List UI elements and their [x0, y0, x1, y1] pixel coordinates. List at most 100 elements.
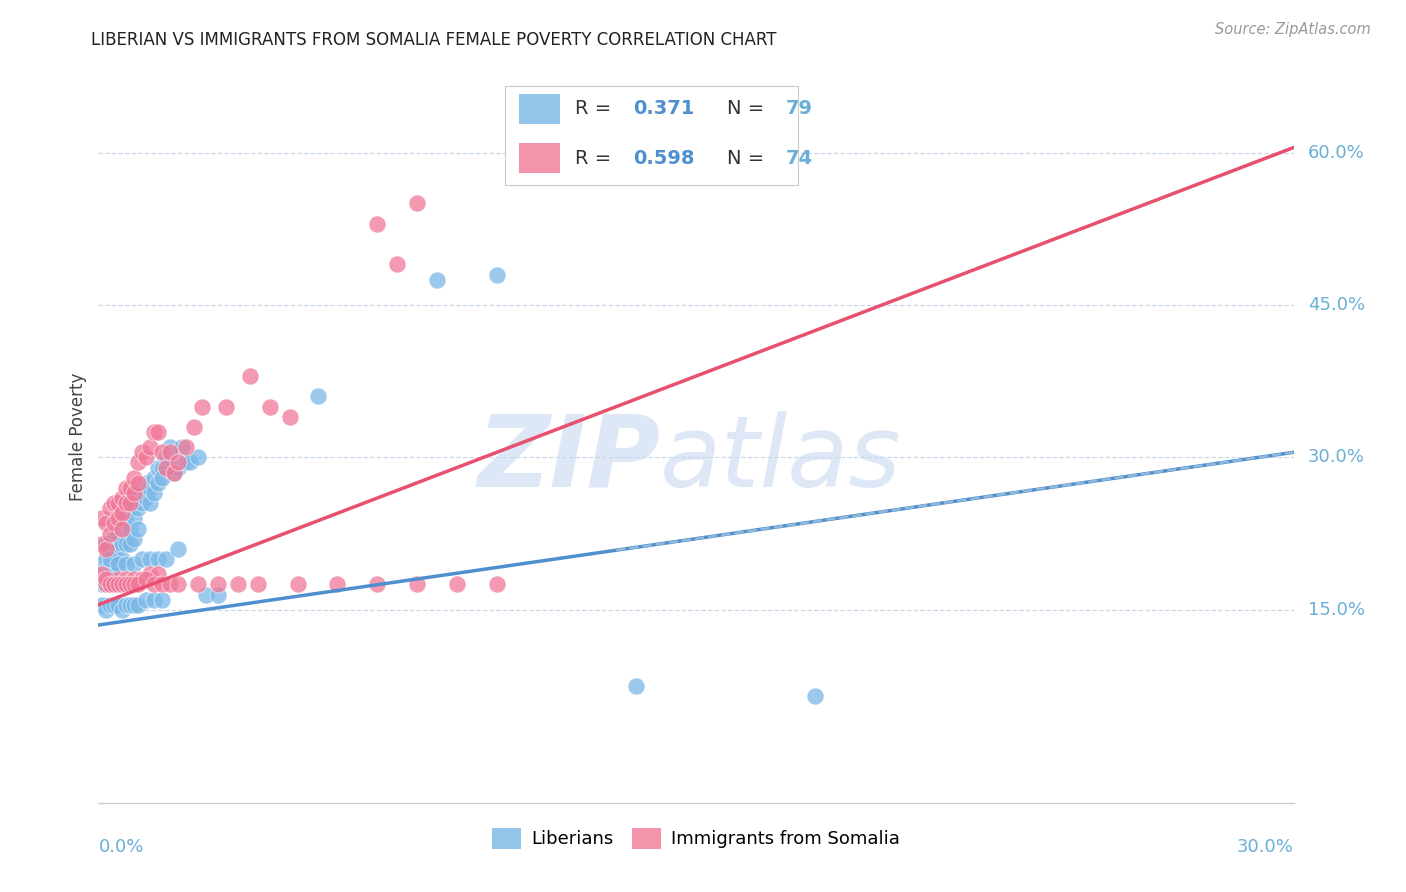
Point — [172, 440, 194, 454]
Point — [155, 450, 177, 465]
Point — [107, 541, 129, 556]
Point — [120, 481, 142, 495]
Point — [183, 420, 205, 434]
Point — [155, 552, 177, 566]
Text: Source: ZipAtlas.com: Source: ZipAtlas.com — [1215, 22, 1371, 37]
Point — [127, 521, 149, 535]
Point — [98, 572, 122, 586]
Point — [98, 552, 122, 566]
Point — [103, 516, 125, 531]
Text: atlas: atlas — [661, 410, 901, 508]
Point — [195, 588, 218, 602]
Point — [124, 496, 146, 510]
Point — [115, 516, 138, 531]
Point — [120, 521, 142, 535]
Point — [366, 217, 388, 231]
Point — [246, 577, 269, 591]
Point — [135, 592, 157, 607]
Point — [103, 532, 125, 546]
Point — [111, 521, 134, 535]
Point — [150, 460, 173, 475]
Point — [91, 577, 114, 591]
Text: 30.0%: 30.0% — [1308, 449, 1365, 467]
Point — [150, 577, 173, 591]
Point — [124, 471, 146, 485]
Point — [115, 537, 138, 551]
Point — [131, 572, 153, 586]
Point — [107, 526, 129, 541]
Point — [103, 541, 125, 556]
Point — [406, 577, 429, 591]
Legend: Liberians, Immigrants from Somalia: Liberians, Immigrants from Somalia — [485, 821, 907, 856]
Point — [159, 445, 181, 459]
Point — [191, 400, 214, 414]
Point — [115, 598, 138, 612]
Point — [115, 572, 138, 586]
Point — [143, 425, 166, 439]
Point — [148, 460, 170, 475]
Point — [127, 577, 149, 591]
Point — [287, 577, 309, 591]
Point — [91, 537, 114, 551]
Point — [139, 440, 162, 454]
Point — [207, 577, 229, 591]
Point — [139, 552, 162, 566]
Point — [107, 557, 129, 571]
Point — [446, 577, 468, 591]
Text: 60.0%: 60.0% — [1308, 144, 1365, 161]
Point — [131, 552, 153, 566]
Point — [135, 572, 157, 586]
Point — [107, 577, 129, 591]
Point — [366, 577, 388, 591]
Point — [120, 496, 142, 510]
Point — [143, 486, 166, 500]
Point — [485, 268, 508, 282]
Point — [174, 455, 197, 469]
Point — [124, 572, 146, 586]
Point — [98, 598, 122, 612]
Point — [174, 440, 197, 454]
Text: ZIP: ZIP — [477, 410, 661, 508]
Point — [111, 577, 134, 591]
Point — [103, 562, 125, 576]
Point — [96, 552, 118, 566]
Point — [278, 409, 301, 424]
Point — [124, 532, 146, 546]
Point — [124, 577, 146, 591]
Point — [135, 450, 157, 465]
Point — [127, 455, 149, 469]
Point — [111, 552, 134, 566]
Point — [124, 486, 146, 500]
Point — [148, 567, 170, 582]
Point — [139, 567, 162, 582]
Point — [131, 496, 153, 510]
Point — [187, 450, 209, 465]
Point — [167, 460, 190, 475]
Point — [103, 598, 125, 612]
Point — [167, 577, 190, 591]
Point — [135, 475, 157, 490]
Point — [626, 679, 648, 693]
Point — [111, 537, 134, 551]
Point — [127, 475, 149, 490]
Point — [139, 496, 162, 510]
Point — [127, 486, 149, 500]
Point — [148, 425, 170, 439]
Point — [148, 475, 170, 490]
Point — [103, 577, 125, 591]
Point — [148, 552, 170, 566]
Text: LIBERIAN VS IMMIGRANTS FROM SOMALIA FEMALE POVERTY CORRELATION CHART: LIBERIAN VS IMMIGRANTS FROM SOMALIA FEMA… — [91, 31, 778, 49]
Point — [159, 440, 181, 454]
Point — [98, 557, 122, 571]
Point — [426, 272, 449, 286]
Point — [107, 511, 129, 525]
Point — [127, 501, 149, 516]
Point — [111, 491, 134, 505]
Point — [96, 541, 118, 556]
Point — [124, 598, 146, 612]
Text: 45.0%: 45.0% — [1308, 296, 1365, 314]
Text: 30.0%: 30.0% — [1237, 838, 1294, 856]
Point — [143, 577, 166, 591]
Point — [485, 577, 508, 591]
Point — [115, 506, 138, 520]
